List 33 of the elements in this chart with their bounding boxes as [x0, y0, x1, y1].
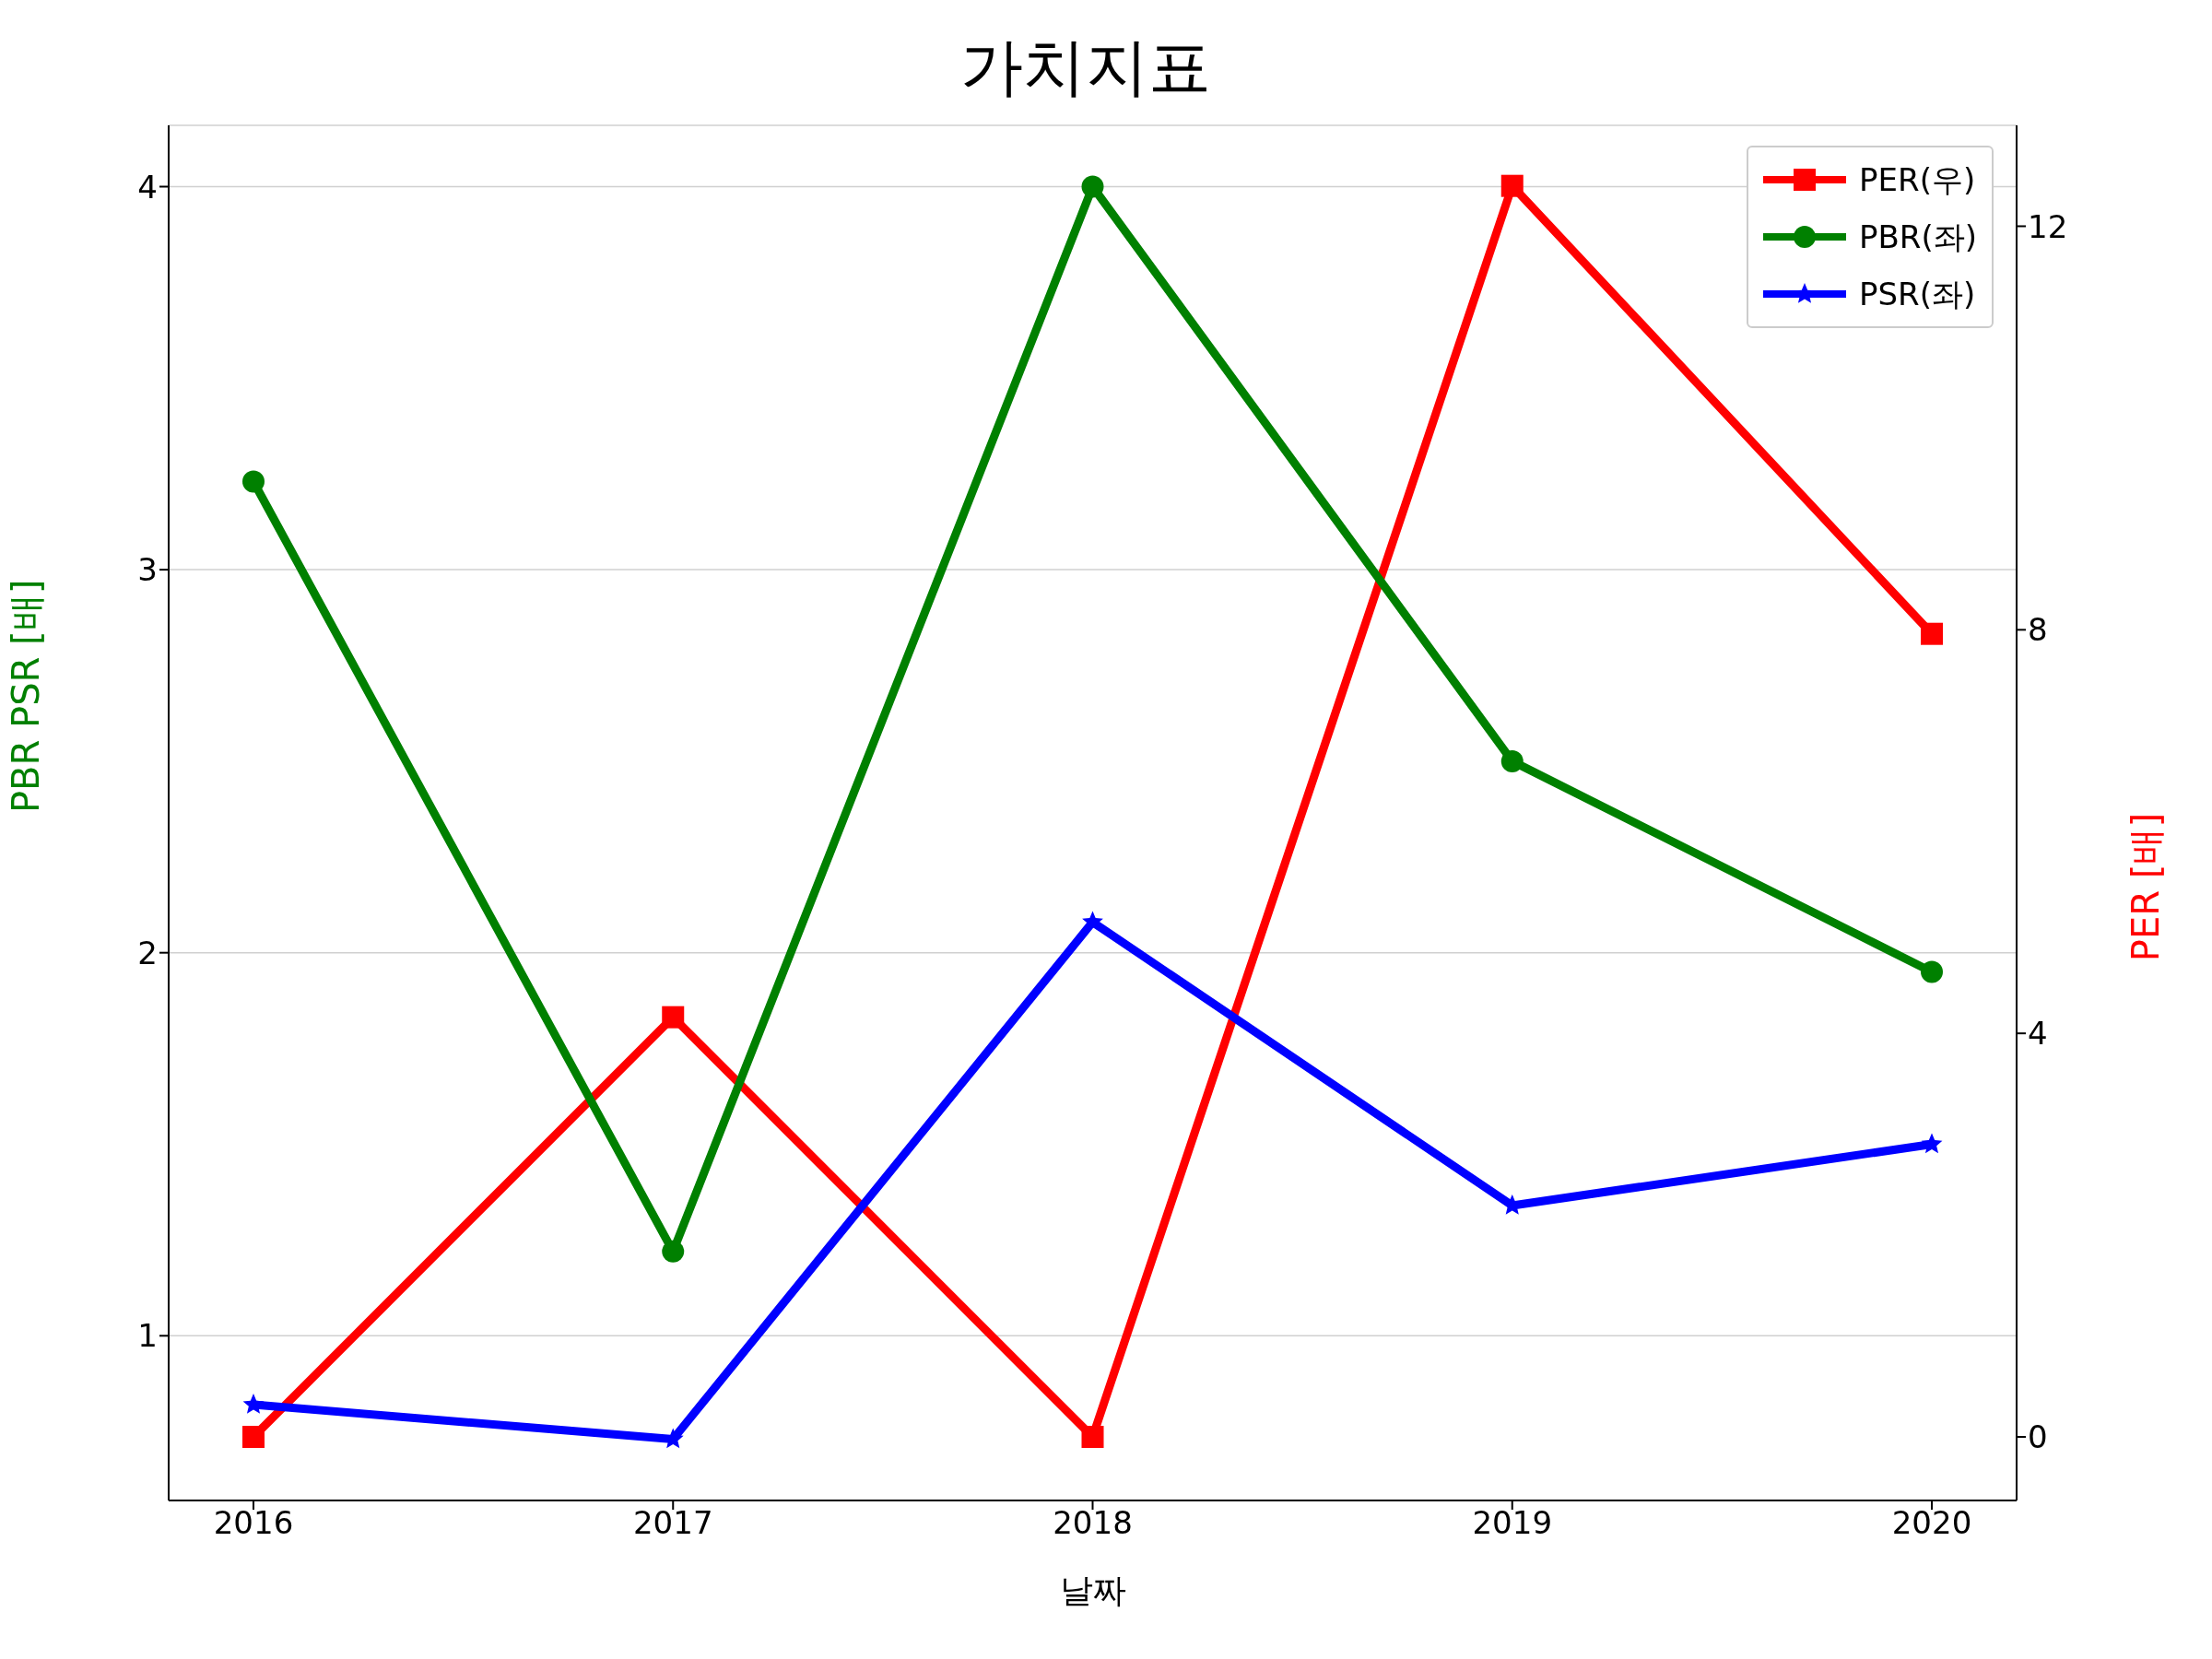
x-axis-title: 날짜 — [1059, 1571, 1126, 1609]
legend-label: PER(우) — [1859, 160, 1976, 200]
y-tick-label: 4 — [137, 168, 158, 206]
point — [1921, 622, 1943, 645]
legend-label: PBR(좌) — [1859, 218, 1977, 257]
point — [242, 1394, 265, 1414]
x-tick-label: 2020 — [1891, 1504, 1972, 1542]
point — [1081, 1426, 1104, 1449]
legend-label: PSR(좌) — [1859, 275, 1976, 314]
chart-title: 가치지표 — [959, 29, 1212, 105]
y2-tick-label: 4 — [2028, 1015, 2048, 1053]
point — [662, 1240, 685, 1263]
x-tick-label: 2016 — [213, 1504, 294, 1542]
y2-tick-label: 12 — [2028, 207, 2068, 245]
point — [1500, 174, 1524, 197]
y-tick-label: 2 — [137, 934, 158, 971]
y-tick-label: 1 — [137, 1317, 158, 1355]
x-tick-label: 2017 — [632, 1504, 713, 1542]
y2-axis-title: PER [배] — [2124, 813, 2168, 962]
point — [1082, 911, 1103, 932]
point — [1921, 960, 1943, 983]
point — [1081, 175, 1104, 198]
y-axis-title: PBR PSR [배] — [5, 579, 48, 813]
x-tick-label: 2018 — [1053, 1504, 1133, 1542]
point — [242, 1426, 265, 1449]
point — [1500, 749, 1524, 772]
y2-tick-label: 8 — [2028, 611, 2048, 649]
y2-tick-label: 0 — [2028, 1418, 2048, 1456]
x-tick-label: 2019 — [1472, 1504, 1553, 1542]
point — [1921, 1133, 1943, 1154]
point — [242, 470, 265, 493]
y-tick-label: 3 — [137, 551, 158, 589]
point — [662, 1006, 685, 1029]
